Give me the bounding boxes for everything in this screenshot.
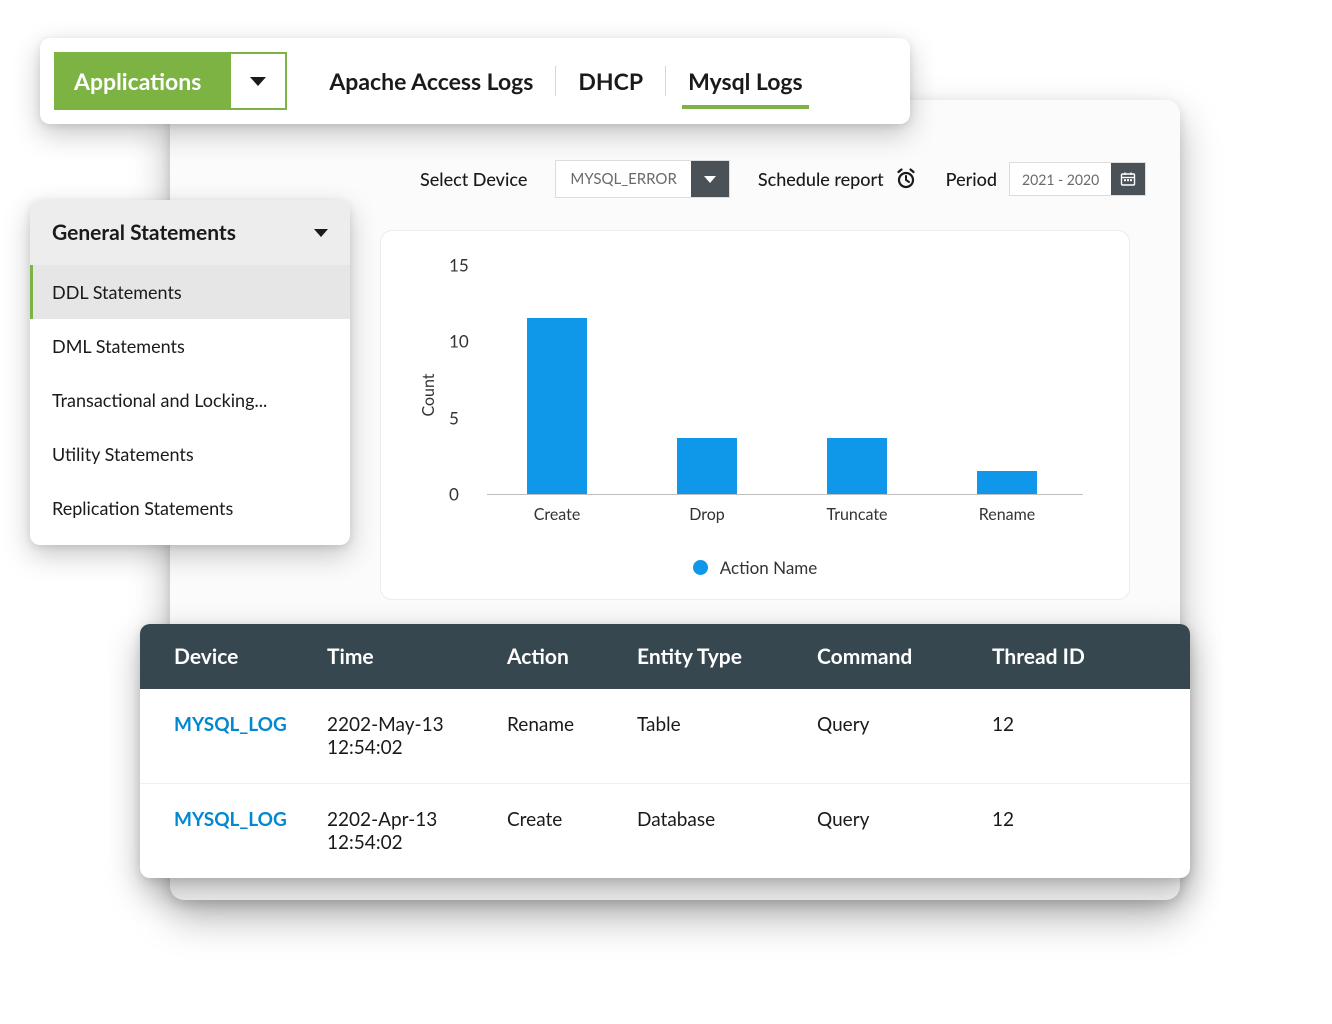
col-command: Command <box>805 644 980 669</box>
chart-xlabel: Drop <box>689 505 725 524</box>
table-row: MYSQL_LOG 2202-May-1312:54:02RenameTableQ… <box>140 689 1190 783</box>
chart-bar <box>977 471 1037 494</box>
applications-dropdown[interactable]: Applications <box>54 52 287 110</box>
device-select-value: MYSQL_ERROR <box>556 161 690 197</box>
select-device-label: Select Device <box>420 168 527 190</box>
chart-ytick: 0 <box>449 484 459 505</box>
sidebar-item-ddl-statements[interactable]: DDL Statements <box>30 265 350 319</box>
chart-xlabel: Rename <box>979 505 1035 524</box>
cell-command: Query <box>805 808 980 831</box>
legend-swatch <box>693 560 708 575</box>
caret-down-icon <box>314 229 328 237</box>
cell-action: Create <box>495 808 625 831</box>
table-row: MYSQL_LOG 2202-Apr-1312:54:02CreateDataba… <box>140 783 1190 878</box>
col-thread-id: Thread ID <box>980 644 1140 669</box>
cell-command: Query <box>805 713 980 736</box>
cell-device: MYSQL_LOG <box>140 713 315 736</box>
table-header: Device Time Action Entity Type Command T… <box>140 624 1190 689</box>
sidebar-item-label: DML Statements <box>52 335 185 357</box>
schedule-report-label: Schedule report <box>758 168 884 190</box>
chart-legend: Action Name <box>417 557 1093 578</box>
period-select[interactable]: 2021 - 2020 <box>1009 162 1146 196</box>
tab-label: DHCP <box>578 67 643 95</box>
chart-y-axis-label: Count <box>419 373 438 416</box>
tab-label: Apache Access Logs <box>329 67 533 95</box>
chart-area: Count 051015CreateDropTruncateRename <box>417 255 1093 535</box>
chart-bar <box>677 438 737 494</box>
legend-label: Action Name <box>720 557 817 578</box>
applications-dropdown-chevron <box>231 54 285 108</box>
applications-dropdown-label: Applications <box>56 54 231 108</box>
cell-thread: 12 <box>980 808 1140 831</box>
toolbar: Select Device MYSQL_ERROR Schedule repor… <box>420 160 1146 198</box>
cell-time: 2202-Apr-1312:54:02 <box>315 808 495 854</box>
cell-action: Rename <box>495 713 625 736</box>
sidebar-item-transactional-locking[interactable]: Transactional and Locking... <box>30 373 350 427</box>
device-link[interactable]: MYSQL_LOG <box>174 713 287 736</box>
tabs-bar: Applications Apache Access Logs DHCP Mys… <box>40 38 910 124</box>
col-action: Action <box>495 644 625 669</box>
cell-thread: 12 <box>980 713 1140 736</box>
cell-device: MYSQL_LOG <box>140 808 315 831</box>
sidebar-item-replication-statements[interactable]: Replication Statements <box>30 481 350 535</box>
device-select-button <box>691 161 729 197</box>
table-card: Device Time Action Entity Type Command T… <box>140 624 1190 878</box>
chart-xlabel: Truncate <box>827 505 888 524</box>
sidebar-item-label: Replication Statements <box>52 497 233 519</box>
table-body: MYSQL_LOG2202-May-1312:54:02RenameTableQ… <box>140 689 1190 878</box>
sidebar-item-dml-statements[interactable]: DML Statements <box>30 319 350 373</box>
period-label: Period <box>946 168 997 190</box>
sidebar-item-label: Utility Statements <box>52 443 194 465</box>
chart-xlabel: Create <box>534 505 581 524</box>
sidebar: General Statements DDL Statements DML St… <box>30 200 350 545</box>
alarm-clock-icon <box>894 167 918 191</box>
cell-entity: Database <box>625 808 805 831</box>
tab-label: Mysql Logs <box>688 67 803 95</box>
sidebar-item-utility-statements[interactable]: Utility Statements <box>30 427 350 481</box>
tab-mysql-logs[interactable]: Mysql Logs <box>666 59 825 103</box>
chevron-down-icon <box>704 176 716 183</box>
sidebar-title: General Statements <box>52 220 236 245</box>
col-device: Device <box>140 644 315 669</box>
sidebar-item-label: DDL Statements <box>52 281 182 303</box>
schedule-report[interactable]: Schedule report <box>758 167 918 191</box>
period-calendar-button <box>1111 163 1145 195</box>
period-value: 2021 - 2020 <box>1010 163 1111 195</box>
calendar-icon <box>1120 171 1136 187</box>
chart-ytick: 15 <box>449 255 469 276</box>
chart-ytick: 10 <box>449 331 469 352</box>
chevron-down-icon <box>250 77 266 86</box>
chart-ytick: 5 <box>449 407 459 428</box>
device-select[interactable]: MYSQL_ERROR <box>555 160 729 198</box>
tab-dhcp[interactable]: DHCP <box>556 59 665 103</box>
chart-plot: 051015CreateDropTruncateRename <box>487 265 1083 495</box>
tab-apache-access-logs[interactable]: Apache Access Logs <box>307 59 555 103</box>
sidebar-header[interactable]: General Statements <box>30 200 350 265</box>
device-link[interactable]: MYSQL_LOG <box>174 808 287 831</box>
chart-bar <box>527 318 587 494</box>
chart-card: Count 051015CreateDropTruncateRename Act… <box>380 230 1130 600</box>
chart-bar <box>827 438 887 494</box>
cell-entity: Table <box>625 713 805 736</box>
period-group: Period 2021 - 2020 <box>946 162 1147 196</box>
cell-time: 2202-May-1312:54:02 <box>315 713 495 759</box>
sidebar-item-label: Transactional and Locking... <box>52 389 267 411</box>
col-entity-type: Entity Type <box>625 644 805 669</box>
col-time: Time <box>315 644 495 669</box>
